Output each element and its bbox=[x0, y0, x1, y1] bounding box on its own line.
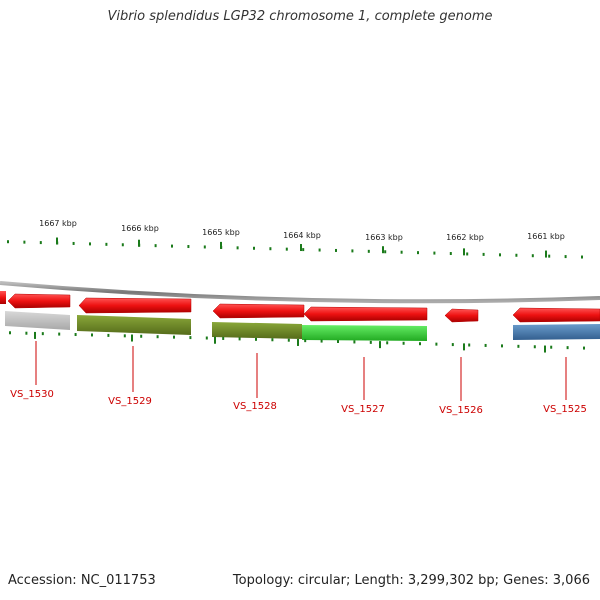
gene-label-VS_1526[interactable]: VS_1526 bbox=[439, 405, 483, 416]
kbp-label: 1663 kbp bbox=[365, 233, 403, 242]
cds-arrow bbox=[0, 291, 6, 304]
kbp-label: 1664 kbp bbox=[283, 231, 321, 240]
genome-backbone bbox=[0, 281, 600, 304]
accession-label: Accession: NC_011753 bbox=[8, 573, 156, 588]
gene-label-VS_1530[interactable]: VS_1530 bbox=[10, 389, 54, 400]
scale-ticks-outer bbox=[7, 237, 583, 259]
gene-label-VS_1525[interactable]: VS_1525 bbox=[543, 404, 587, 415]
cds-arrow-VS_1529[interactable] bbox=[78, 297, 192, 314]
cog-bar-VS_1528[interactable] bbox=[212, 322, 302, 339]
cds-arrow-VS_1526[interactable] bbox=[444, 308, 479, 323]
map-title: Vibrio splendidus LGP32 chromosome 1, co… bbox=[107, 9, 493, 24]
kbp-label: 1667 kbp bbox=[39, 219, 77, 228]
gene-labels: VS_1530 VS_1529 VS_1528 VS_1527 VS_1526 VS_15… bbox=[10, 341, 587, 416]
cog-bar-VS_1527[interactable] bbox=[302, 325, 427, 341]
gene-label-VS_1529[interactable]: VS_1529 bbox=[108, 396, 152, 407]
cds-arrow-VS_1527[interactable] bbox=[303, 306, 428, 322]
kbp-label: 1665 kbp bbox=[202, 228, 240, 237]
gene-label-VS_1527[interactable]: VS_1527 bbox=[341, 404, 385, 415]
kbp-label: 1666 kbp bbox=[121, 224, 159, 233]
cog-bar-VS_1529[interactable] bbox=[77, 315, 191, 335]
cog-bar-VS_1525[interactable] bbox=[513, 324, 600, 340]
scale-ticks-inner bbox=[9, 331, 585, 353]
cds-track bbox=[0, 291, 600, 323]
kbp-label: 1661 kbp bbox=[527, 232, 565, 241]
cog-bar-VS_1530[interactable] bbox=[5, 311, 70, 330]
cog-track bbox=[5, 311, 600, 341]
scale-labels: 1667 kbp 1666 kbp 1665 kbp 1664 kbp 1663 kbp… bbox=[39, 219, 565, 242]
cds-arrow-VS_1530[interactable] bbox=[7, 293, 71, 309]
cds-arrow-VS_1528[interactable] bbox=[212, 303, 305, 319]
kbp-label: 1662 kbp bbox=[446, 233, 484, 242]
genome-summary: Topology: circular; Length: 3,299,302 bp… bbox=[232, 573, 590, 588]
gene-label-VS_1528[interactable]: VS_1528 bbox=[233, 401, 277, 412]
cds-arrow-VS_1525[interactable] bbox=[512, 307, 600, 323]
